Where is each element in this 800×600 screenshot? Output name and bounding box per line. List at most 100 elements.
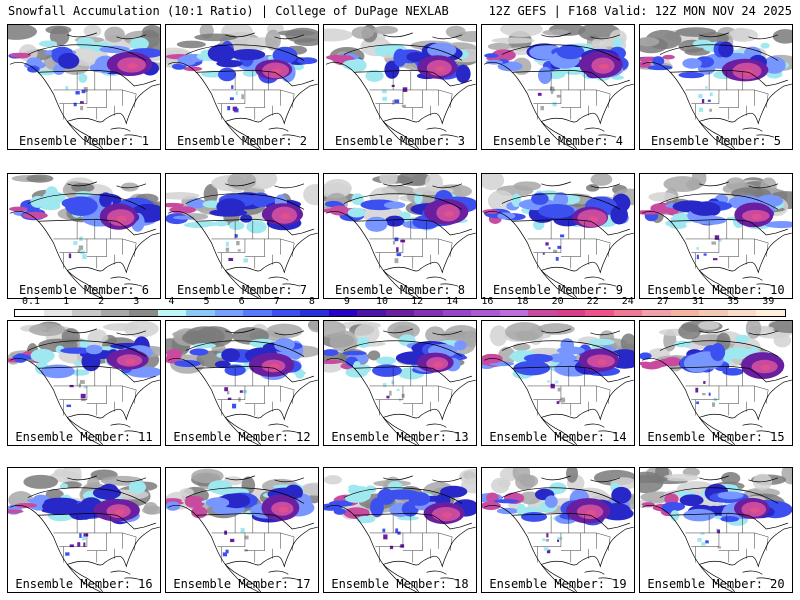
colorbar-segment bbox=[243, 310, 272, 316]
state-boundary bbox=[685, 238, 720, 253]
mountain-snow-spot bbox=[78, 383, 81, 388]
ensemble-member-label: Ensemble Member: 14 bbox=[489, 430, 627, 444]
light-snow-area bbox=[367, 350, 381, 361]
colorbar-segment bbox=[271, 310, 301, 316]
map-outline bbox=[501, 32, 621, 61]
moderate-snow-area bbox=[762, 56, 786, 74]
map-outline bbox=[110, 276, 143, 287]
mountain-snow-spot bbox=[224, 530, 228, 535]
coastal-snow-band bbox=[640, 352, 652, 360]
colorbar-label: 18 bbox=[516, 296, 529, 307]
light-snow-area bbox=[120, 182, 139, 192]
light-snow-area bbox=[54, 468, 67, 477]
moderate-snow-area bbox=[57, 52, 80, 69]
map-outline bbox=[541, 232, 634, 274]
state-boundary bbox=[754, 238, 769, 257]
map-outline bbox=[669, 218, 788, 236]
snow-fringe bbox=[588, 338, 615, 346]
map-outline bbox=[27, 475, 147, 504]
panel-map bbox=[640, 468, 792, 592]
colorbar-label: 8 bbox=[308, 296, 315, 307]
snow-fringe bbox=[612, 37, 623, 48]
moderate-snow-area bbox=[214, 360, 231, 369]
coastal-snow-band bbox=[329, 205, 350, 216]
map-outline bbox=[699, 379, 792, 421]
map-outline bbox=[383, 232, 476, 274]
map-outline bbox=[484, 504, 577, 592]
heavy-snow-core bbox=[280, 213, 291, 220]
mountain-snow-spot bbox=[65, 85, 69, 90]
snow-fringe bbox=[356, 337, 370, 348]
light-snow-area bbox=[143, 501, 158, 515]
light-snow-area bbox=[194, 33, 238, 42]
light-snow-area bbox=[768, 321, 792, 333]
map-outline bbox=[343, 328, 463, 357]
panel-map bbox=[640, 174, 792, 298]
map-outline bbox=[67, 379, 160, 421]
state-boundary bbox=[392, 367, 427, 386]
map-outline bbox=[584, 570, 617, 581]
map-outline bbox=[37, 69, 156, 87]
light-snow-area bbox=[26, 174, 54, 183]
mountain-snow-spot bbox=[557, 245, 562, 249]
ensemble-member-panel bbox=[481, 173, 635, 299]
map-outline bbox=[642, 504, 735, 592]
moderate-snow-area bbox=[406, 52, 425, 62]
colorbar-label: 31 bbox=[691, 296, 705, 307]
ensemble-member-label: Ensemble Member: 15 bbox=[647, 430, 785, 444]
mountain-snow-spot bbox=[69, 544, 74, 548]
ensemble-member-panel bbox=[481, 467, 635, 593]
state-boundary bbox=[708, 220, 743, 239]
light-snow-area bbox=[491, 37, 535, 44]
mountain-snow-spot bbox=[237, 249, 241, 252]
mountain-snow-spot bbox=[227, 397, 232, 400]
colorbar-label: 20 bbox=[551, 296, 564, 307]
mountain-snow-spot bbox=[400, 544, 405, 548]
moderate-snow-area bbox=[537, 66, 553, 85]
map-outline bbox=[540, 564, 575, 592]
map-outline bbox=[326, 210, 419, 298]
snow-fringe bbox=[342, 59, 367, 71]
state-boundary bbox=[754, 385, 769, 404]
map-outline bbox=[541, 526, 634, 568]
map-outline bbox=[659, 328, 779, 357]
panel-map bbox=[8, 25, 160, 149]
moderate-snow-area bbox=[64, 196, 98, 216]
mountain-snow-spot bbox=[73, 241, 78, 245]
coastal-snow-band bbox=[324, 200, 342, 208]
coastal-snow-band bbox=[664, 493, 679, 505]
state-boundary bbox=[550, 367, 585, 386]
ensemble-member-label: Ensemble Member: 16 bbox=[15, 577, 153, 591]
snow-fringe bbox=[414, 192, 423, 205]
map-outline bbox=[382, 121, 417, 149]
heavy-snow-core bbox=[597, 359, 607, 366]
map-outline bbox=[383, 83, 476, 125]
map-outline bbox=[66, 270, 101, 298]
heavy-snow-core bbox=[127, 62, 138, 69]
mountain-snow-spot bbox=[395, 528, 399, 534]
map-outline bbox=[698, 121, 733, 149]
light-snow-area bbox=[8, 25, 37, 40]
moderate-snow-area bbox=[718, 41, 734, 58]
coastal-snow-band bbox=[13, 353, 28, 363]
snow-fringe bbox=[376, 356, 396, 365]
moderate-snow-area bbox=[383, 201, 406, 209]
mountain-snow-spot bbox=[701, 542, 706, 546]
coastal-snow-band bbox=[652, 56, 665, 66]
map-outline bbox=[540, 417, 575, 445]
state-boundary bbox=[527, 238, 562, 253]
moderate-snow-area bbox=[610, 205, 628, 225]
snow-fringe bbox=[129, 37, 149, 51]
map-outline bbox=[224, 121, 259, 149]
ensemble-member-panel bbox=[639, 320, 793, 446]
state-boundary bbox=[379, 252, 431, 269]
colorbar-labels: 0.1 1 2 3 4 5 6 7 8 9 10 12 14 16 18 20 22 24 27 31 35 39 bbox=[14, 296, 786, 308]
snow-fringe bbox=[128, 480, 147, 494]
state-boundary bbox=[369, 238, 404, 253]
mountain-snow-spot bbox=[240, 528, 245, 533]
moderate-snow-area bbox=[538, 203, 575, 219]
snow-fringe bbox=[347, 207, 366, 218]
state-boundary bbox=[537, 546, 589, 563]
colorbar-label: 10 bbox=[376, 296, 389, 307]
state-boundary bbox=[695, 546, 747, 563]
